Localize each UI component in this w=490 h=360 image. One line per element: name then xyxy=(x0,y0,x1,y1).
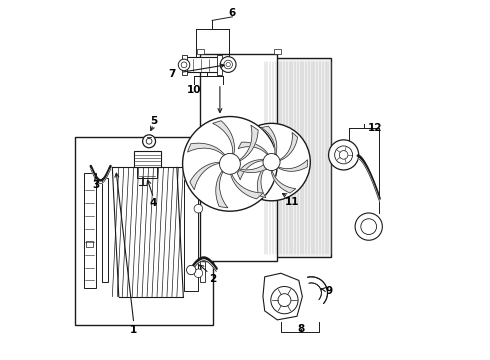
Circle shape xyxy=(263,154,280,171)
Polygon shape xyxy=(263,273,302,320)
Bar xyxy=(74,137,213,325)
Circle shape xyxy=(143,135,155,148)
Circle shape xyxy=(226,62,230,67)
Text: 4: 4 xyxy=(150,198,157,208)
Polygon shape xyxy=(237,160,267,180)
Circle shape xyxy=(225,159,235,168)
Text: 1: 1 xyxy=(130,325,138,335)
Text: 2: 2 xyxy=(209,274,217,284)
Circle shape xyxy=(181,62,187,68)
Text: 10: 10 xyxy=(187,85,201,95)
Circle shape xyxy=(183,117,277,211)
Text: 12: 12 xyxy=(368,123,382,133)
Bar xyxy=(218,55,222,75)
Circle shape xyxy=(187,265,196,275)
Circle shape xyxy=(361,219,377,234)
Polygon shape xyxy=(275,160,308,171)
Bar xyxy=(87,241,93,247)
Circle shape xyxy=(220,57,236,72)
Circle shape xyxy=(233,123,310,201)
Circle shape xyxy=(355,213,382,240)
Polygon shape xyxy=(216,168,228,208)
Circle shape xyxy=(271,287,298,314)
Bar xyxy=(265,58,331,257)
Polygon shape xyxy=(257,165,267,198)
Circle shape xyxy=(329,140,359,170)
Circle shape xyxy=(194,204,203,213)
Bar xyxy=(186,57,218,72)
Bar xyxy=(182,55,187,75)
Bar xyxy=(200,184,205,282)
Text: 11: 11 xyxy=(284,197,299,207)
Circle shape xyxy=(339,150,348,159)
Text: 3: 3 xyxy=(93,180,100,190)
Polygon shape xyxy=(235,156,274,172)
Circle shape xyxy=(178,59,190,71)
Polygon shape xyxy=(230,170,263,199)
Bar xyxy=(184,180,198,291)
Polygon shape xyxy=(188,143,227,158)
Bar xyxy=(101,178,108,282)
Polygon shape xyxy=(236,125,258,162)
Polygon shape xyxy=(277,132,297,162)
Circle shape xyxy=(224,60,232,69)
Bar xyxy=(84,173,96,288)
Polygon shape xyxy=(190,162,223,190)
Text: 5: 5 xyxy=(150,116,157,126)
Circle shape xyxy=(278,294,291,307)
Polygon shape xyxy=(271,167,296,193)
Circle shape xyxy=(335,146,353,164)
Bar xyxy=(134,151,161,167)
Text: 9: 9 xyxy=(326,286,333,296)
Circle shape xyxy=(146,138,152,144)
Bar xyxy=(274,49,281,54)
Polygon shape xyxy=(261,126,277,157)
Text: 7: 7 xyxy=(168,69,175,79)
Polygon shape xyxy=(238,142,270,157)
Bar xyxy=(196,49,204,54)
Circle shape xyxy=(268,158,275,166)
Text: 8: 8 xyxy=(297,324,304,334)
Circle shape xyxy=(220,153,241,174)
Text: 6: 6 xyxy=(229,8,236,18)
Bar xyxy=(200,54,277,261)
Polygon shape xyxy=(213,121,234,158)
Circle shape xyxy=(194,269,203,278)
